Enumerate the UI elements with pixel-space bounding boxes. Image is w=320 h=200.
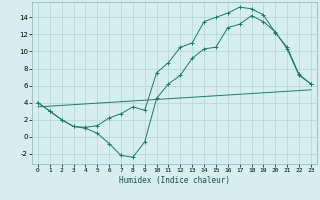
X-axis label: Humidex (Indice chaleur): Humidex (Indice chaleur) — [119, 176, 230, 185]
